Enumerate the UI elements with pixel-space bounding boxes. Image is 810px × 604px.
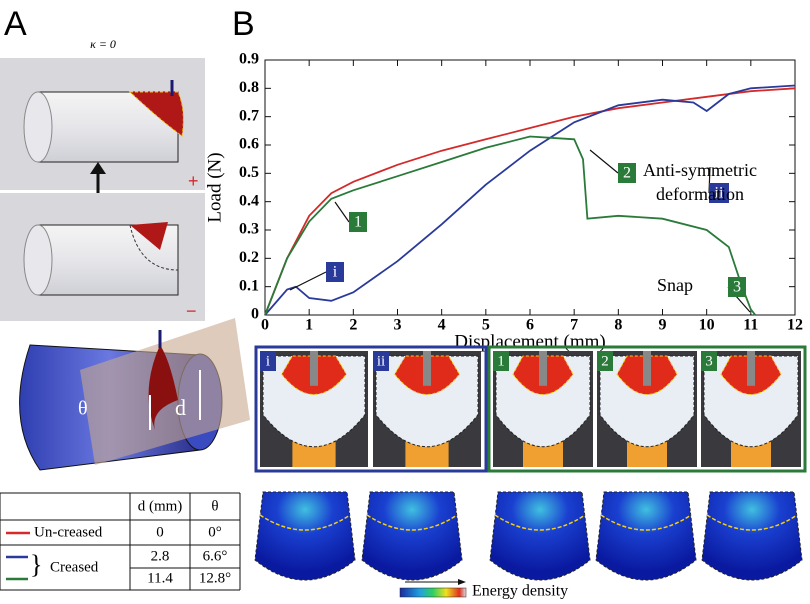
simulation-fold — [600, 514, 692, 531]
photo-label: ii — [377, 353, 385, 369]
x-tick-label: 4 — [438, 317, 446, 334]
y-tick-label: 0.6 — [239, 136, 259, 153]
x-tick-label: 9 — [659, 317, 667, 334]
annotation: 3 — [733, 279, 741, 296]
x-tick-label: 11 — [743, 317, 758, 334]
photo-label-box — [701, 351, 717, 371]
table-cell: 11.4 — [147, 570, 173, 586]
photo-label-box — [260, 351, 276, 371]
simulation-fold — [366, 514, 458, 531]
chart: 00.10.20.30.40.50.60.70.80.90 1 2 3 4 5 6 7 8 9 10… — [204, 51, 803, 353]
photo-label: 1 — [497, 353, 505, 369]
series-line — [264, 135, 757, 316]
annotation: 1 — [354, 214, 362, 231]
photo-label: 3 — [705, 353, 713, 369]
annotation: deformation — [656, 184, 744, 204]
x-tick-label: 12 — [787, 317, 803, 334]
y-axis-label: Load (N) — [204, 152, 225, 222]
table-cell: 6.6° — [203, 548, 228, 564]
brace: } — [30, 550, 42, 579]
x-tick-label: 3 — [394, 317, 402, 334]
annotation-box — [618, 163, 636, 183]
annotation-box — [326, 262, 344, 282]
annotation-box — [349, 212, 367, 232]
table: d (mm) θ Un-creased 0 0°} Creased 2.8 6.6° 11.4 1… — [0, 492, 241, 591]
annotation-arrow — [589, 149, 619, 174]
y-tick-label: 0.5 — [239, 164, 259, 181]
cylinder-diagram — [19, 318, 250, 471]
annotation: Snap — [657, 275, 693, 295]
simulation — [489, 491, 591, 581]
annotation-box — [709, 183, 729, 203]
colorbar-label: Energy density — [472, 583, 568, 600]
series-line — [264, 84, 796, 316]
sign: + — [188, 171, 199, 191]
photo-label: 2 — [601, 353, 609, 369]
simulation-fold — [706, 514, 798, 531]
indenter — [747, 351, 755, 386]
frame — [487, 345, 807, 473]
annotation: i — [333, 264, 338, 281]
x-tick-label: 2 — [349, 317, 357, 334]
photo-label: i — [266, 353, 270, 369]
annotation-box — [728, 277, 746, 297]
table-cell: θ — [211, 498, 218, 514]
photo — [0, 58, 205, 190]
y-tick-label: 0.3 — [239, 221, 259, 238]
table-cell: d (mm) — [138, 498, 183, 514]
annotation-arrow — [334, 201, 350, 223]
y-tick-label: 0.9 — [239, 51, 259, 68]
colorbar-arrowhead — [458, 579, 466, 585]
photo-label-box — [373, 351, 389, 371]
y-tick-label: 0.2 — [239, 249, 259, 266]
frame — [254, 345, 488, 473]
d-label: d — [175, 395, 186, 420]
sign: − — [186, 301, 197, 321]
series-line — [264, 87, 796, 316]
x-tick-label: 1 — [305, 317, 313, 334]
x-tick-label: 5 — [482, 317, 490, 334]
kappa-label: κ = 0 — [90, 37, 116, 51]
indenter — [539, 351, 547, 386]
table-cell: 0 — [156, 524, 164, 540]
simulation — [595, 491, 697, 581]
simulation-fold — [259, 514, 351, 531]
theta-label: θ — [78, 398, 88, 420]
indenter — [310, 351, 318, 386]
x-tick-label: 8 — [614, 317, 622, 334]
photo-label-box — [493, 351, 509, 371]
y-tick-label: 0.8 — [239, 79, 259, 96]
simulation — [361, 491, 463, 581]
annotation: Anti-symmetric — [643, 160, 757, 180]
x-tick-label: 7 — [570, 317, 578, 334]
simulation — [701, 491, 803, 581]
x-tick-label: 0 — [261, 317, 269, 334]
panel-label: B — [232, 5, 255, 43]
y-tick-label: 0.7 — [239, 107, 259, 124]
table-cell: Un-creased — [34, 524, 103, 540]
annotation: ii — [715, 185, 724, 202]
indenter — [423, 351, 431, 386]
x-axis-label: Displacement (mm) — [454, 331, 605, 352]
annotation: 2 — [623, 165, 631, 182]
y-tick-label: 0.1 — [239, 277, 259, 294]
x-tick-label: 10 — [699, 317, 715, 334]
table-cell: 12.8° — [199, 570, 231, 586]
table-cell: 0° — [208, 524, 222, 540]
panel-label: A — [4, 5, 27, 43]
x-tick-label: 6 — [526, 317, 534, 334]
simulation-fold — [494, 514, 586, 531]
table-cell: 2.8 — [151, 548, 170, 564]
y-tick-label: 0 — [251, 306, 259, 323]
annotation-arrow — [289, 271, 327, 291]
photo — [0, 193, 205, 321]
table-cell: Creased — [50, 559, 99, 575]
simulation — [254, 491, 356, 581]
indenter — [643, 351, 651, 386]
photo-label-box — [597, 351, 613, 371]
y-tick-label: 0.4 — [239, 192, 259, 209]
colorbar — [399, 587, 467, 598]
